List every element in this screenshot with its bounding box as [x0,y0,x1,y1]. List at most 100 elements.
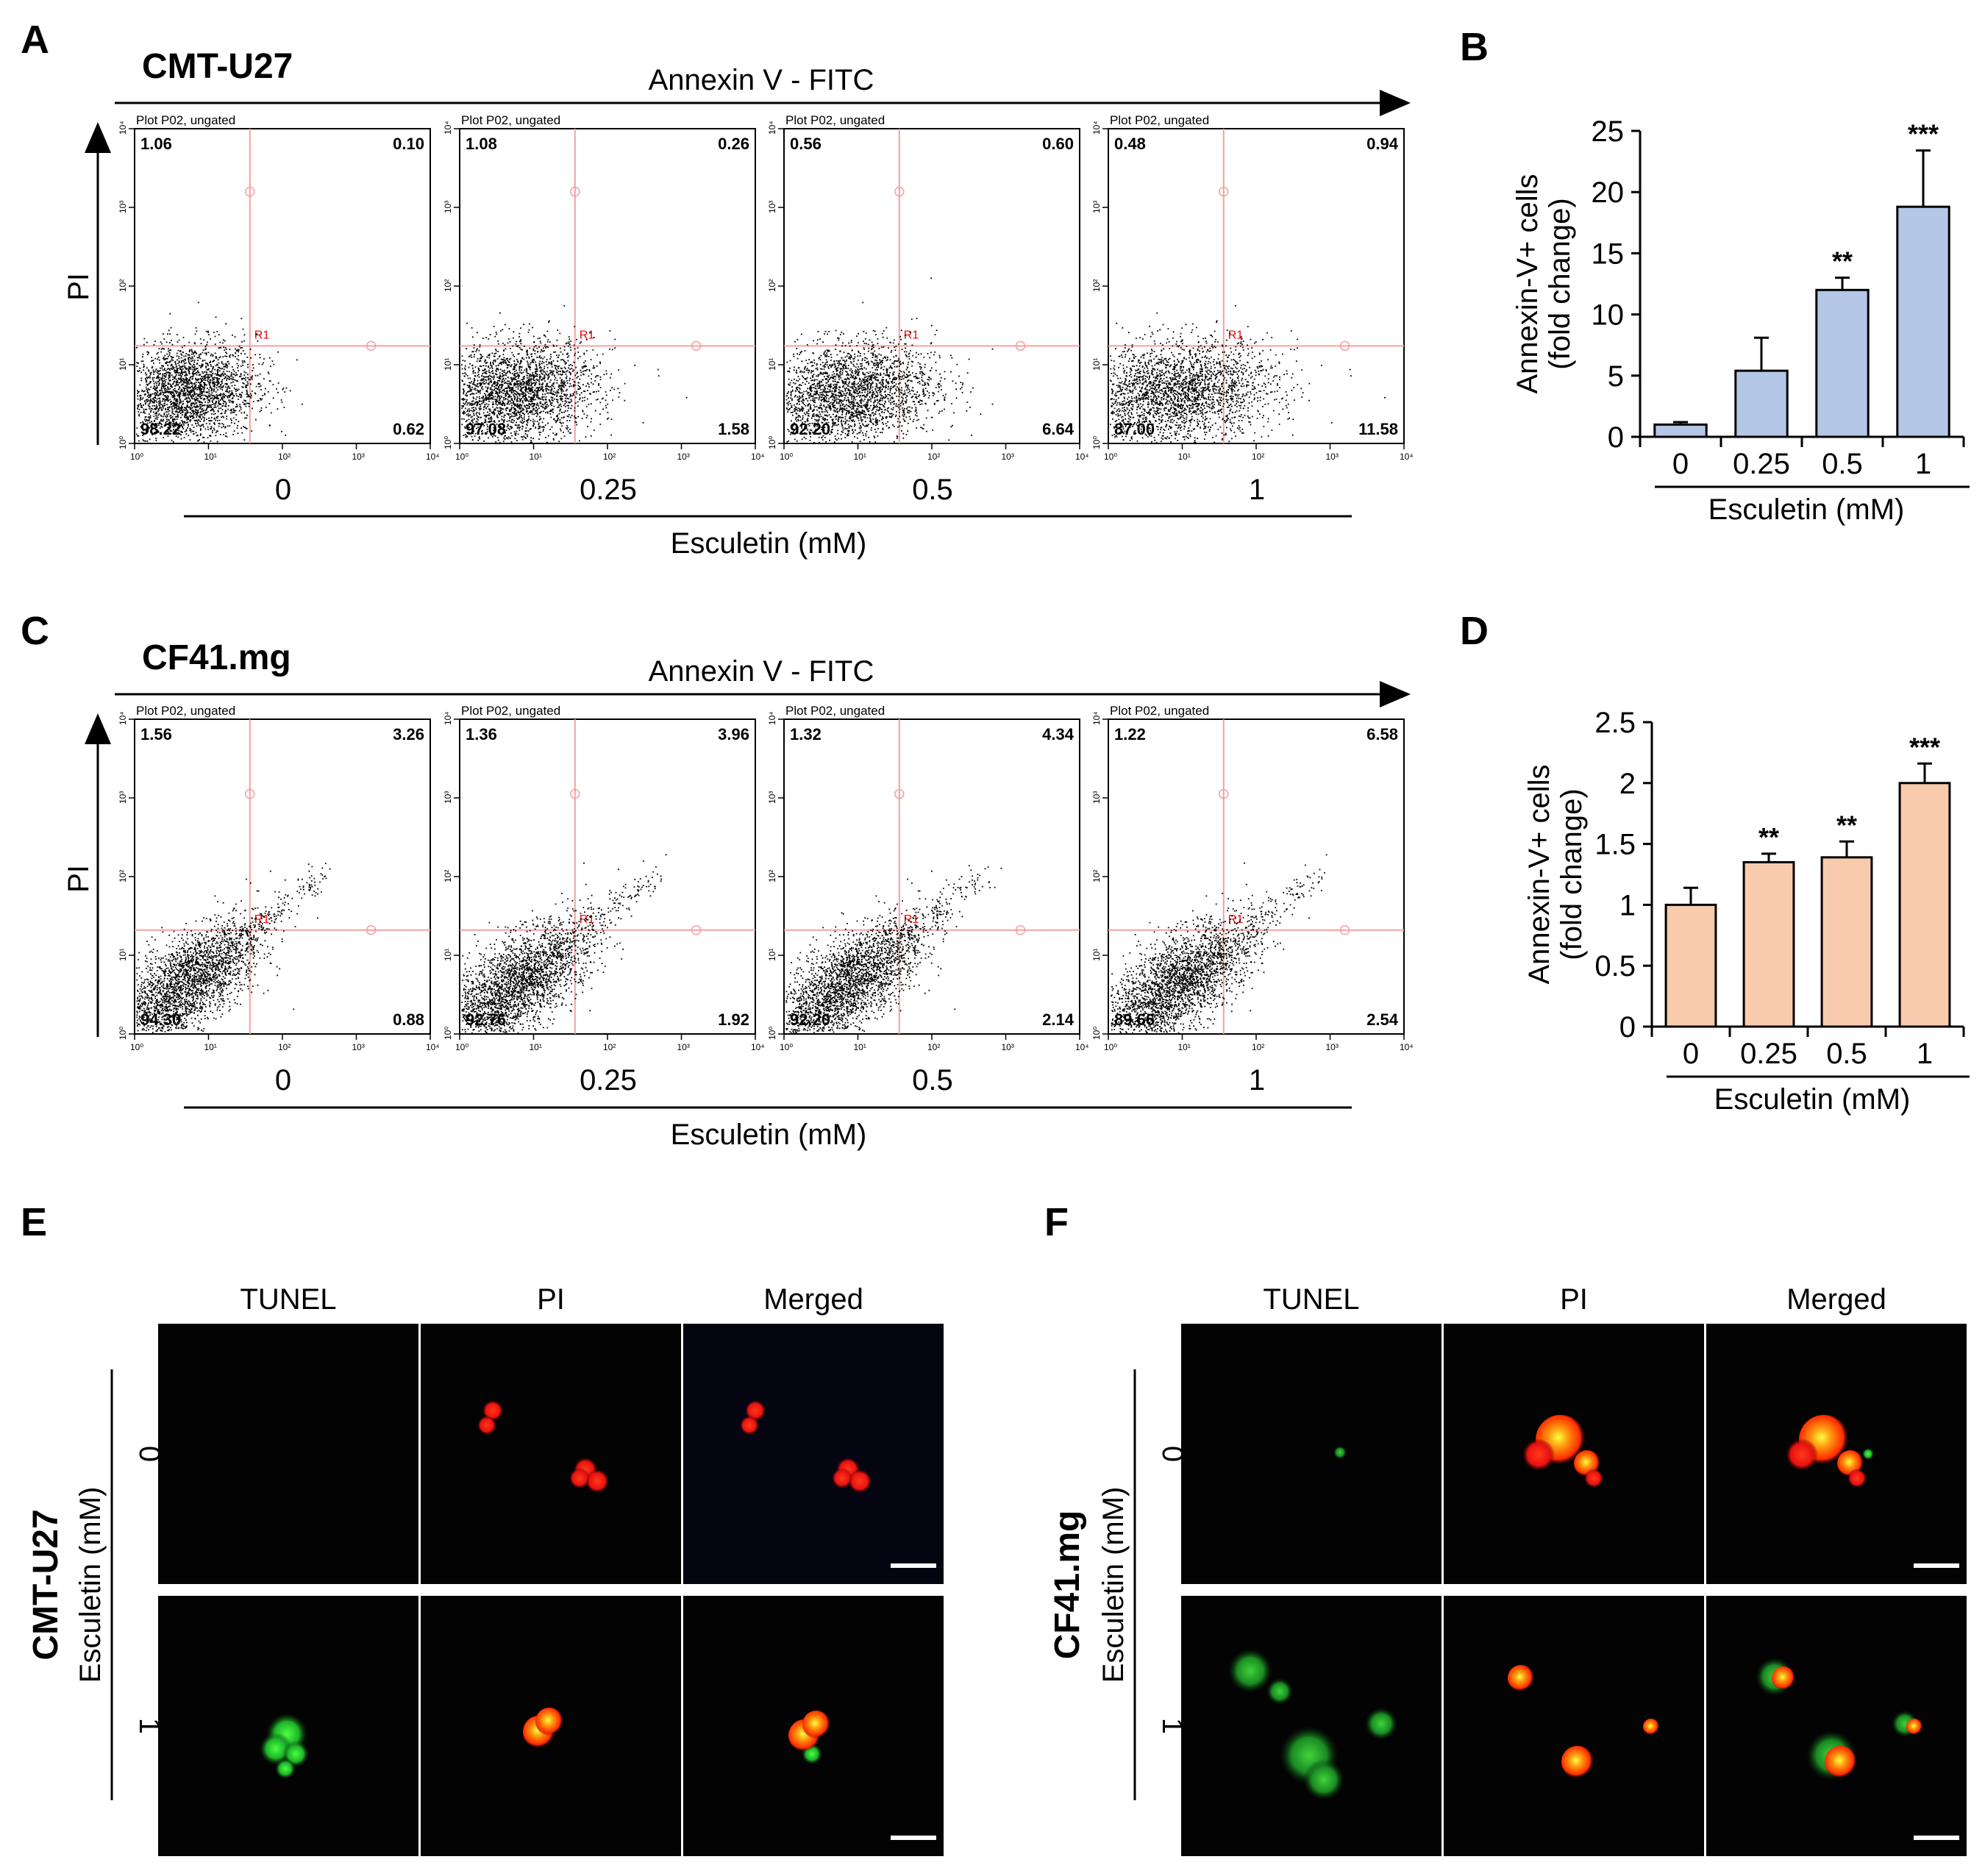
x-decade-label: 10⁰ [455,452,468,462]
x-decade-label: 10⁰ [780,1042,793,1052]
bar-1 [1896,205,1950,438]
y-decade-label: 10³ [767,201,777,213]
x-decade-label: 10⁰ [1104,1042,1117,1052]
event-dots [461,305,688,443]
x-decade-label: 10¹ [530,1042,542,1052]
plot-frame [459,128,756,444]
x-decade-label: 10¹ [1178,452,1191,462]
y-decade-label: 10⁴ [118,711,128,725]
quadrant-upper-left: 1.08 [466,135,497,153]
bar-0.5 [1815,288,1870,438]
cell-blob [1303,1759,1344,1800]
x-tick-label: 1 [1915,448,1931,480]
gate-label: R1 [1228,329,1244,341]
cell-blob [585,1469,609,1493]
quadrant-upper-right: 0.94 [1366,135,1399,153]
x-decade-label: 10² [927,452,940,462]
quadrant-upper-right: 6.58 [1366,725,1398,743]
x-axis-title: Esculetin (mM) [1714,1083,1911,1116]
y-axis-title-line2: (fold change) [1544,198,1576,369]
x-tick-label: 0.25 [1740,1038,1797,1070]
cell-blob [1772,1666,1795,1690]
y-decade-label: 10² [443,279,453,292]
x-decade-label: 10⁰ [780,452,793,462]
flow-panel-cmt-u27: CMT-U27 Annexin V - FITC PI Plot P02, un… [63,47,1414,560]
x-tick-label: 0 [1683,1038,1699,1070]
scale-bar [891,1836,936,1840]
quadrant-upper-right: 0.26 [718,135,749,153]
cell-blob [1561,1746,1594,1778]
micrograph-row0-pi [1444,1324,1704,1584]
column-header-pi: PI [537,1283,565,1316]
quadrant-lower-right: 11.58 [1358,420,1398,438]
y-decade-label: 10⁴ [443,121,453,135]
y-tick-label: 0 [1608,421,1624,454]
scale-bar [1914,1836,1959,1840]
row-dose-label: 0 [1156,1446,1188,1462]
condition-title: Esculetin (mM) [671,1119,867,1151]
x-decade-label: 10¹ [854,452,866,462]
plot-header: Plot P02, ungated [785,704,885,718]
x-decade-label: 10⁴ [1400,452,1414,462]
cell-blob [1522,1438,1555,1471]
panel-label-c: C [21,609,49,653]
cell-blob [1825,1746,1857,1778]
y-decade-label: 10⁰ [443,436,453,449]
y-decade-label: 10¹ [767,949,777,961]
cell-line-title: CF41.mg [1048,1511,1087,1660]
x-decade-label: 10³ [1326,452,1339,462]
dose-label: 0.25 [580,474,637,506]
quadrant-lower-left: 98.22 [140,420,181,438]
quadrant-lower-right: 1.92 [718,1010,749,1029]
x-tick-label: 0 [1672,448,1689,480]
y-tick-label: 2 [1619,768,1636,800]
micrograph-row0-merged [1706,1324,1967,1584]
y-decade-label: 10³ [118,201,128,213]
quadrant-upper-left: 1.36 [466,725,497,743]
column-header-merged: Merged [1786,1283,1886,1316]
condition-title: Esculetin (mM) [1097,1487,1130,1683]
y-axis-title-line1: Annexin-V+ cells [1523,764,1555,984]
y-tick-label: 0 [1619,1011,1636,1044]
x-decade-label: 10¹ [1178,1042,1191,1052]
quadrant-lower-left: 94.30 [140,1010,181,1029]
x-decade-label: 10⁰ [130,1042,143,1052]
dot-plot-3: Plot P02, ungated10⁰10⁰10¹10¹10²10²10³10… [1091,113,1414,506]
plot-header: Plot P02, ungated [461,113,560,127]
y-decade-label: 10¹ [767,358,777,371]
y-decade-label: 10³ [443,201,453,213]
x-decade-label: 10² [927,1042,940,1052]
y-axis-title: PI [63,273,95,301]
quadrant-upper-left: 1.32 [790,725,822,743]
y-decade-label: 10⁰ [1091,436,1102,449]
quadrant-lower-left: 87.00 [1114,420,1155,438]
quadrant-lower-right: 1.58 [718,420,749,438]
plot-frame [1108,718,1405,1035]
plot-header: Plot P02, ungated [136,704,235,718]
micrograph-row1-tunel [158,1596,418,1856]
y-decade-label: 10¹ [443,358,453,371]
x-decade-label: 10⁰ [130,452,143,462]
dot-plot-3: Plot P02, ungated10⁰10⁰10¹10¹10²10²10³10… [1091,704,1414,1096]
micrograph-row0-tunel [158,1324,418,1584]
y-decade-label: 10¹ [1091,949,1102,961]
x-decade-label: 10³ [677,452,690,462]
x-decade-label: 10³ [352,452,365,462]
quadrant-upper-left: 0.56 [790,135,822,153]
quadrant-upper-left: 1.56 [140,725,172,743]
column-header-tunel: TUNEL [1263,1283,1359,1316]
quadrant-upper-right: 0.60 [1042,135,1074,153]
bar-0.25 [1742,860,1795,1028]
row-dose-label: 0 [133,1446,165,1462]
cell-blob [477,1416,496,1435]
gate-label: R1 [254,329,270,341]
y-tick-label: 20 [1592,176,1625,209]
cell-blob [802,1711,830,1738]
microscopy-panel-cf41-mg: TUNEL PI Merged 0 1 CF41.mg Esculetin (mM) [1048,1283,1967,1856]
y-decade-label: 10⁰ [1091,1027,1102,1040]
scale-bar [891,1563,936,1568]
x-decade-label: 10⁴ [751,1042,765,1052]
